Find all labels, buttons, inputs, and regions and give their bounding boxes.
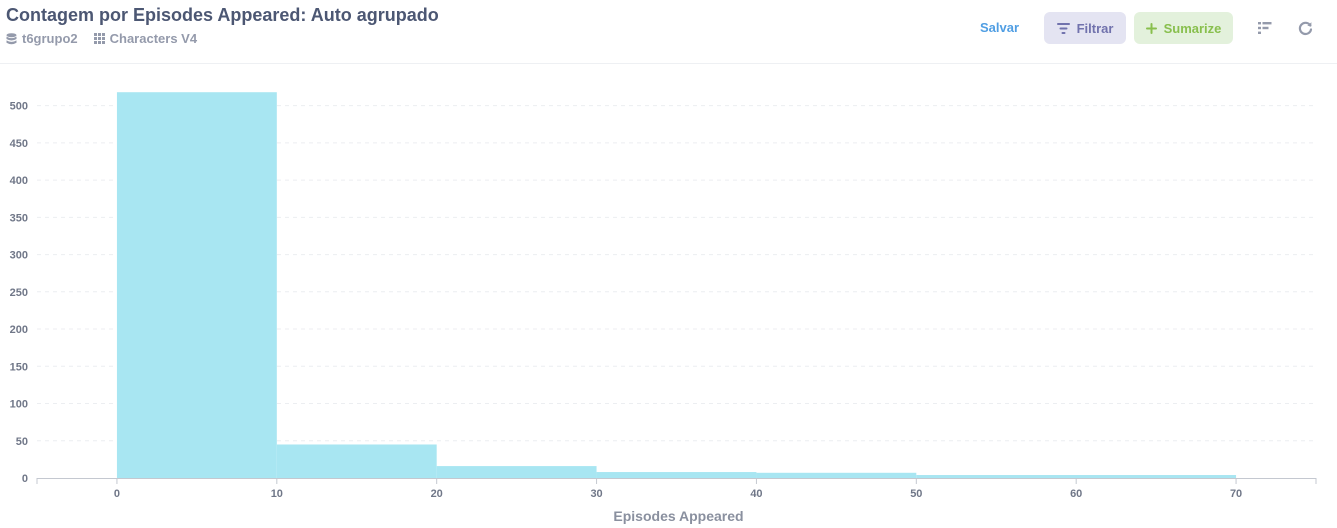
histogram-bar[interactable]	[436, 466, 597, 478]
x-tick-label: 60	[1070, 488, 1082, 500]
axes: 0 50 100 150 200 250 300 350 400 450 500 0 10 20 30 40 5…	[10, 101, 1317, 500]
filter-button[interactable]: Filtrar	[1044, 12, 1126, 44]
notebook-icon	[1258, 22, 1272, 34]
notebook-editor-button[interactable]	[1255, 18, 1275, 38]
grid-lines	[37, 105, 1316, 442]
y-tick-label: 150	[10, 361, 28, 373]
x-tick-label: 0	[114, 488, 120, 500]
y-tick-label: 350	[10, 212, 28, 224]
y-tick-label: 50	[16, 436, 28, 448]
y-tick-label: 200	[10, 324, 28, 336]
histogram-bar[interactable]	[756, 472, 917, 478]
refresh-icon	[1298, 21, 1312, 35]
refresh-button[interactable]	[1295, 18, 1315, 38]
x-tick-label: 50	[910, 488, 922, 500]
y-tick-label: 100	[10, 399, 28, 411]
query-header: Contagem por Episodes Appeared: Auto agr…	[0, 0, 1337, 64]
breadcrumb-table[interactable]: Characters V4	[93, 31, 198, 46]
histogram-bar[interactable]	[916, 475, 1237, 478]
x-axis-title: Episodes Appeared	[613, 508, 743, 524]
page-title: Contagem por Episodes Appeared: Auto agr…	[6, 5, 439, 25]
save-button[interactable]: Salvar	[980, 20, 1020, 35]
summarize-label: Sumarize	[1163, 20, 1222, 36]
y-tick-label: 500	[10, 101, 28, 113]
x-tick-label: 70	[1230, 488, 1242, 500]
table-grid-icon	[93, 33, 105, 44]
histogram-bar[interactable]	[116, 92, 277, 479]
database-name: t6grupo2	[22, 31, 78, 46]
histogram-bar[interactable]	[276, 444, 437, 478]
database-icon	[6, 32, 17, 44]
y-tick-label: 450	[10, 138, 28, 150]
header-actions: Salvar Filtrar Sumarize	[0, 12, 1337, 44]
x-tick-label: 40	[750, 488, 762, 500]
histogram-bar[interactable]	[596, 472, 757, 478]
breadcrumb: t6grupo2 Characters V4	[6, 31, 213, 46]
y-tick-label: 300	[10, 250, 28, 262]
x-tick-label: 10	[271, 488, 283, 500]
bars	[116, 92, 1237, 479]
plus-icon	[1145, 22, 1157, 34]
table-name: Characters V4	[109, 31, 198, 46]
filter-label: Filtrar	[1076, 20, 1114, 36]
summarize-button[interactable]: Sumarize	[1134, 12, 1233, 44]
histogram-chart: 0 50 100 150 200 250 300 350 400 450 500 0 10 20 30 40 5…	[10, 92, 1317, 524]
y-tick-label: 250	[10, 287, 28, 299]
x-tick-label: 30	[590, 488, 602, 500]
x-tick-label: 20	[431, 488, 443, 500]
breadcrumb-database[interactable]: t6grupo2	[6, 31, 78, 46]
y-tick-label: 0	[22, 473, 28, 485]
y-tick-label: 400	[10, 175, 28, 187]
filter-icon	[1056, 22, 1070, 34]
